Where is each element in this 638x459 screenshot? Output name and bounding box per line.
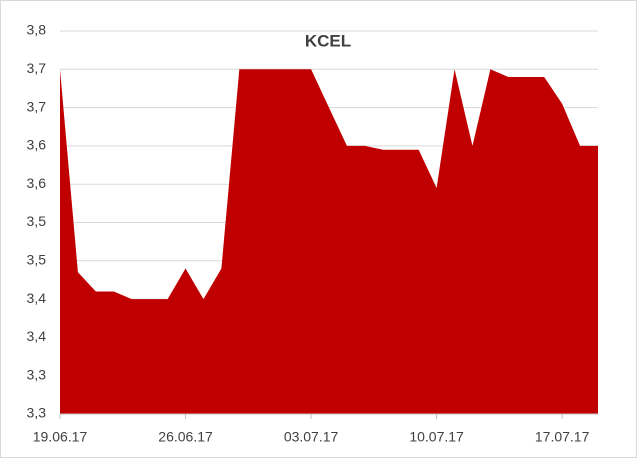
marks bbox=[60, 69, 598, 415]
y-tick-label: 3,7 bbox=[27, 60, 47, 76]
y-tick-label: 3,4 bbox=[27, 328, 47, 344]
y-tick-label: 3,3 bbox=[27, 405, 47, 421]
x-tick-label: 10.07.17 bbox=[409, 429, 464, 445]
x-tick-label: 03.07.17 bbox=[284, 429, 339, 445]
y-tick-label: 3,8 bbox=[27, 22, 47, 38]
y-tick-label: 3,4 bbox=[27, 290, 47, 306]
y-tick-label: 3,6 bbox=[27, 137, 47, 153]
y-tick-label: 3,5 bbox=[27, 252, 47, 268]
y-tick-label: 3,6 bbox=[27, 175, 47, 191]
x-tick-label: 26.06.17 bbox=[158, 429, 213, 445]
y-tick-label: 3,7 bbox=[27, 98, 47, 114]
axes: 3,3 3,3 3,4 3,4 3,5 3,5 3,6 3,6 3,7 3,7 3,8 19.06.1… bbox=[27, 22, 598, 445]
y-tick-label: 3,3 bbox=[27, 366, 47, 382]
y-tick-label: 3,5 bbox=[27, 213, 47, 229]
area bbox=[60, 69, 598, 415]
x-tick-label: 19.06.17 bbox=[33, 429, 88, 445]
x-tick-label: 17.07.17 bbox=[535, 429, 590, 445]
chart-title: KCEL bbox=[305, 31, 351, 50]
